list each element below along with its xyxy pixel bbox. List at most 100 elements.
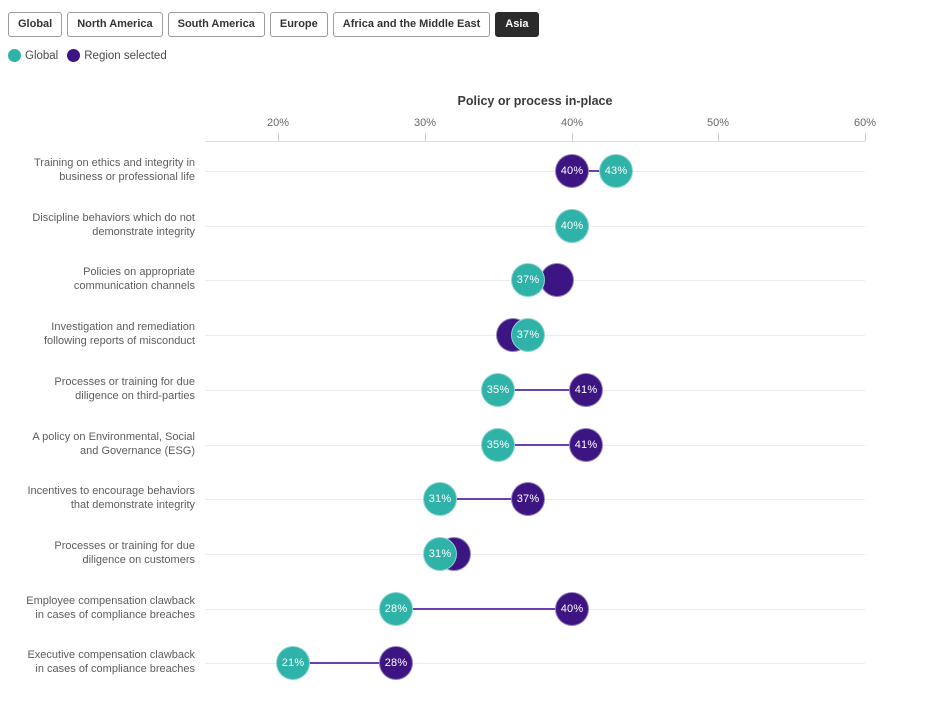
global-value-label: 31% xyxy=(428,493,452,505)
region-dot[interactable]: 41% xyxy=(569,373,603,407)
x-axis-tick-mark xyxy=(572,133,573,141)
category-label-line: business or professional life xyxy=(59,170,195,183)
category-label-line: Employee compensation clawback xyxy=(26,595,195,607)
global-dot[interactable]: 40% xyxy=(555,209,589,243)
category-label-line: diligence on third-parties xyxy=(75,389,195,402)
category-label: Policies on appropriate communication cha… xyxy=(0,266,195,293)
region-value-label: 28% xyxy=(384,657,408,669)
row-gridline xyxy=(205,554,865,555)
global-value-label: 21% xyxy=(281,657,305,669)
connector-line xyxy=(498,389,586,391)
category-label-line: Training on ethics and integrity in xyxy=(33,157,195,169)
row-gridline xyxy=(205,226,865,227)
x-axis-tick-label: 40% xyxy=(560,117,584,129)
connector-line xyxy=(396,608,572,610)
category-label-line: Executive compensation clawback xyxy=(27,649,195,661)
global-value-label: 35% xyxy=(486,439,510,451)
region-dot[interactable]: 40% xyxy=(555,592,589,626)
category-label-line: diligence on customers xyxy=(82,553,195,566)
legend-item-region-selected: Region selected xyxy=(67,49,167,62)
global-dot[interactable]: 37% xyxy=(511,263,545,297)
tab-global[interactable]: Global xyxy=(8,12,63,37)
category-label-line: A policy on Environmental, Social xyxy=(32,431,195,443)
x-axis-tick-mark xyxy=(425,133,426,141)
category-label: Employee compensation clawback in cases o… xyxy=(0,595,195,622)
global-value-label: 40% xyxy=(560,220,584,232)
global-dot[interactable]: 35% xyxy=(481,428,515,462)
global-dot[interactable]: 43% xyxy=(599,154,633,188)
category-label-line: that demonstrate integrity xyxy=(70,498,195,511)
category-label: Investigation and remediation following r… xyxy=(0,321,195,348)
category-label-line: following reports of misconduct xyxy=(43,334,195,347)
global-dot[interactable]: 31% xyxy=(423,482,457,516)
category-label: Processes or training for due diligence o… xyxy=(0,376,195,403)
global-dot[interactable]: 28% xyxy=(379,592,413,626)
row-gridline xyxy=(205,663,865,664)
category-label: Incentives to encourage behaviors that de… xyxy=(0,485,195,512)
x-axis-tick-mark xyxy=(865,133,866,141)
region-selected-legend-dot-icon xyxy=(67,49,81,62)
x-axis-tick-label: 50% xyxy=(706,117,730,129)
category-label-line: Policies on appropriate xyxy=(83,266,195,278)
tab-asia[interactable]: Asia xyxy=(495,12,539,37)
region-dot[interactable]: 40% xyxy=(555,154,589,188)
region-value-label: 40% xyxy=(560,603,584,615)
global-dot[interactable]: 31% xyxy=(423,537,457,571)
region-dot[interactable]: 41% xyxy=(569,428,603,462)
category-label: A policy on Environmental, Social and Gov… xyxy=(0,431,195,458)
legend-item-global: Global xyxy=(8,49,58,62)
category-label-line: Processes or training for due xyxy=(54,376,195,388)
region-value-label: 37% xyxy=(516,493,540,505)
region-value-label: 41% xyxy=(574,439,598,451)
global-value-label: 31% xyxy=(428,548,452,560)
region-dot[interactable] xyxy=(540,263,574,297)
x-axis-tick-label: 60% xyxy=(853,117,877,129)
category-label-line: Processes or training for due xyxy=(54,540,195,552)
category-label-line: Discipline behaviors which do not xyxy=(32,212,195,224)
global-value-label: 28% xyxy=(384,603,408,615)
x-axis-tick-mark xyxy=(278,133,279,141)
tab-south-america[interactable]: South America xyxy=(167,12,265,37)
category-label: Executive compensation clawback in cases … xyxy=(0,649,195,676)
x-axis-line xyxy=(205,141,865,142)
connector-line xyxy=(572,170,616,172)
category-label: Training on ethics and integrity in busin… xyxy=(0,157,195,184)
global-value-label: 37% xyxy=(516,274,540,286)
connector-line xyxy=(498,444,586,446)
region-value-label: 40% xyxy=(560,165,584,177)
category-label: Processes or training for due diligence o… xyxy=(0,540,195,567)
global-value-label: 43% xyxy=(604,165,628,177)
category-label-line: demonstrate integrity xyxy=(92,225,195,238)
legend-label: Region selected xyxy=(84,49,167,62)
global-dot[interactable]: 21% xyxy=(276,646,310,680)
x-axis-tick-mark xyxy=(718,133,719,141)
category-label-line: Incentives to encourage behaviors xyxy=(27,485,195,497)
category-label-line: in cases of compliance breaches xyxy=(35,608,195,621)
global-dot[interactable]: 35% xyxy=(481,373,515,407)
tab-north-america[interactable]: North America xyxy=(67,12,163,37)
legend: Global Region selected xyxy=(8,49,167,62)
connector-line xyxy=(293,662,396,664)
category-label: Discipline behaviors which do not demonst… xyxy=(0,212,195,239)
region-dot[interactable]: 28% xyxy=(379,646,413,680)
tab-africa-and-the-middle-east[interactable]: Africa and the Middle East xyxy=(332,12,491,37)
chart-title: Policy or process in-place xyxy=(457,94,613,108)
region-value-label: 41% xyxy=(574,384,598,396)
category-label-line: in cases of compliance breaches xyxy=(35,662,195,675)
legend-label: Global xyxy=(25,49,59,62)
category-label-line: and Governance (ESG) xyxy=(80,444,195,457)
global-dot[interactable]: 37% xyxy=(511,318,545,352)
tab-europe[interactable]: Europe xyxy=(269,12,328,37)
category-label-line: Investigation and remediation xyxy=(51,321,195,333)
global-legend-dot-icon xyxy=(8,49,21,62)
x-axis-tick-label: 20% xyxy=(266,117,290,129)
x-axis-tick-label: 30% xyxy=(413,117,437,129)
category-label-line: communication channels xyxy=(73,279,195,292)
global-value-label: 35% xyxy=(486,384,510,396)
region-dot[interactable]: 37% xyxy=(511,482,545,516)
region-tabs: Global North America South America Europe Af… xyxy=(8,12,539,37)
connector-line xyxy=(440,498,528,500)
row-gridline xyxy=(205,171,865,172)
global-value-label: 37% xyxy=(516,329,540,341)
